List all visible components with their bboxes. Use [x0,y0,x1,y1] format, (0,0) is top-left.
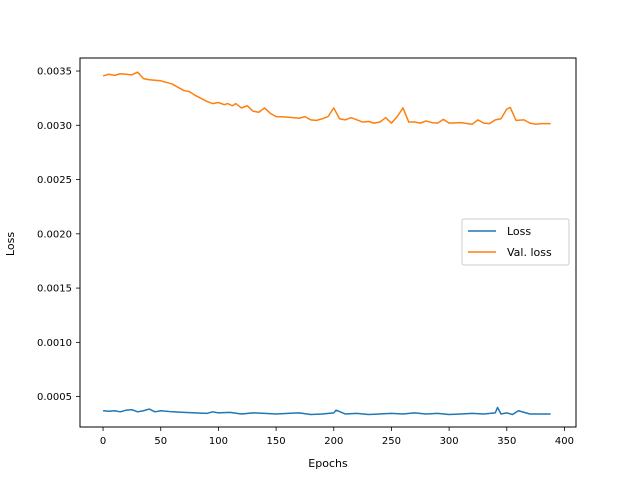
legend-label-loss: Loss [507,225,531,238]
x-tick-label: 150 [267,436,286,447]
y-axis-title: Loss [4,232,17,256]
y-tick-label: 0.0020 [37,229,72,240]
y-tick-label: 0.0005 [37,392,72,403]
x-tick-label: 100 [209,436,228,447]
x-tick-label: 350 [497,436,516,447]
y-tick-label: 0.0035 [37,67,72,78]
y-tick-label: 0.0030 [37,121,72,132]
y-tick-label: 0.0025 [37,175,72,186]
x-tick-label: 400 [555,436,574,447]
series-line-loss [103,406,551,416]
x-tick-label: 50 [154,436,167,447]
series-line-val-loss [102,71,551,125]
axes-frame [79,57,577,428]
y-tick-label: 0.0010 [37,338,72,349]
y-tick-label: 0.0015 [37,284,72,295]
x-axis-title: Epochs [308,457,348,470]
legend: Loss Val. loss [461,218,570,266]
x-tick-label: 0 [100,436,106,447]
axes: 0 50 100 150 200 250 300 350 400 0.0005 0.0010 0.00… [37,57,577,447]
legend-label-val-loss: Val. loss [507,246,552,259]
x-tick-label: 200 [324,436,343,447]
x-tick-label: 300 [440,436,459,447]
x-tick-label: 250 [382,436,401,447]
